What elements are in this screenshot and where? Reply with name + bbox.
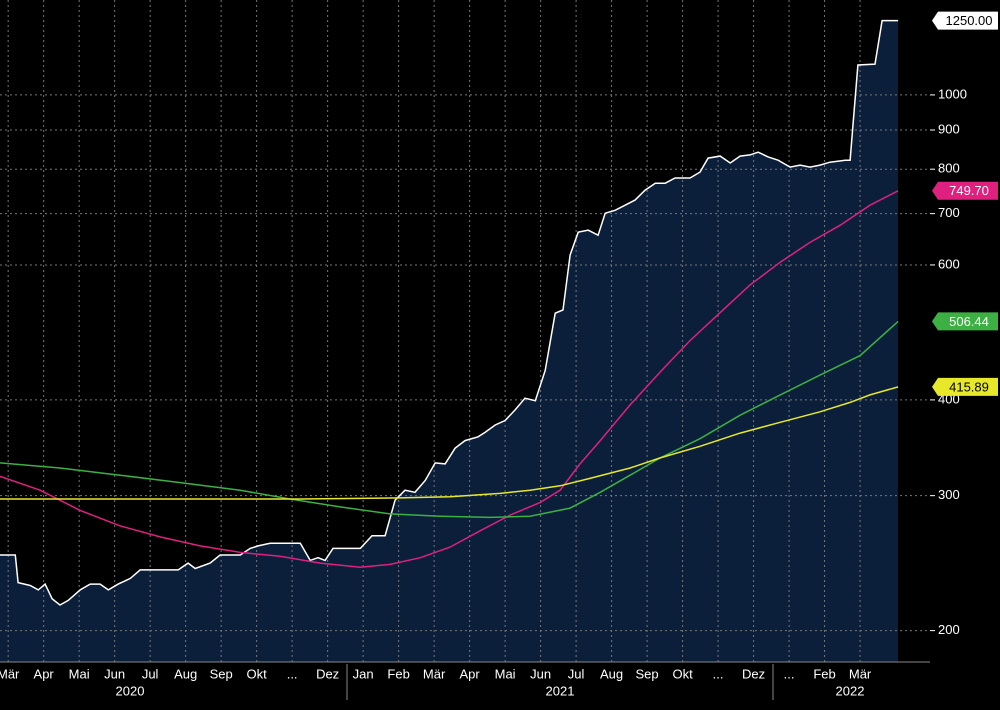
area: [0, 20, 899, 663]
year-label: 2021: [546, 683, 575, 698]
value-label-box: [932, 181, 998, 200]
y-tick-label: 900: [938, 121, 960, 136]
x-tick-label: Mär: [423, 666, 446, 681]
year-label: 2020: [116, 683, 145, 698]
y-tick-label: 300: [938, 487, 960, 502]
year-label: 2022: [836, 683, 865, 698]
x-tick-label: Mär: [0, 666, 20, 681]
x-tick-label: Jul: [142, 666, 159, 681]
value-label: 415.89: [949, 379, 989, 394]
x-tick-label: ...: [784, 666, 795, 681]
value-label: 1250.00: [946, 13, 993, 28]
line: [0, 19, 899, 606]
x-tick-label: Jan: [353, 666, 374, 681]
x-tick-label: ...: [713, 666, 724, 681]
x-tick-label: Aug: [600, 666, 623, 681]
x-tick-label: Jun: [104, 666, 125, 681]
x-tick-label: Mai: [69, 666, 90, 681]
y-tick-label: 700: [938, 205, 960, 220]
x-tick-label: Dez: [742, 666, 765, 681]
x-tick-label: Okt: [247, 666, 268, 681]
x-tick-label: Sep: [210, 666, 233, 681]
line: [0, 190, 899, 568]
x-tick-label: ...: [287, 666, 298, 681]
x-tick-label: Apr: [34, 666, 55, 681]
x-tick-label: Apr: [459, 666, 480, 681]
line: [0, 386, 899, 500]
x-tick-label: Okt: [672, 666, 693, 681]
plot-area: [0, 0, 930, 663]
x-tick-label: Dez: [316, 666, 339, 681]
value-label-box: [932, 312, 998, 331]
value-label: 506.44: [949, 314, 989, 329]
x-tick-label: Mai: [495, 666, 516, 681]
x-tick-label: Mär: [849, 666, 872, 681]
y-tick-label: 600: [938, 256, 960, 271]
x-tick-label: Jul: [568, 666, 585, 681]
y-tick-label: 800: [938, 161, 960, 176]
y-tick-label: 1000: [938, 86, 967, 101]
x-tick-label: Sep: [636, 666, 659, 681]
x-tick-label: Feb: [387, 666, 409, 681]
value-label-box: [932, 377, 998, 396]
x-tick-label: Aug: [174, 666, 197, 681]
x-tick-label: Jun: [530, 666, 551, 681]
line: [0, 320, 899, 519]
value-label-box: [932, 11, 998, 30]
y-tick-label: 200: [938, 622, 960, 637]
x-tick-label: Feb: [813, 666, 835, 681]
value-label: 749.70: [949, 183, 989, 198]
